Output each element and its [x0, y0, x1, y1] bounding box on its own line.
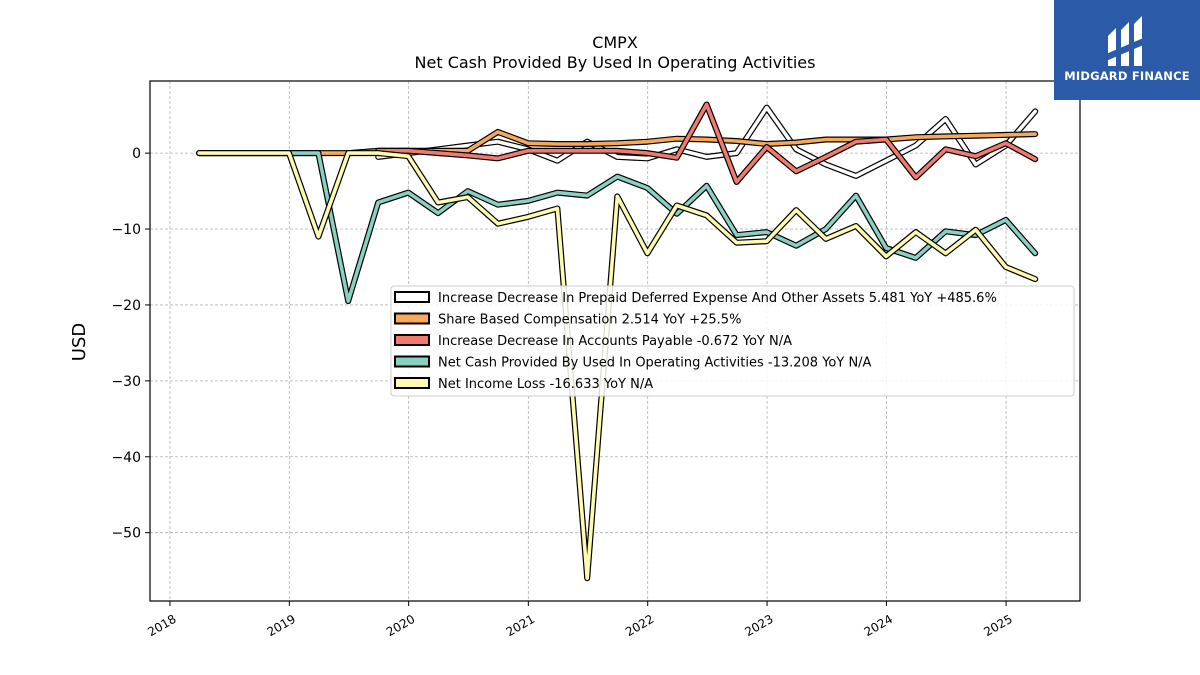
plot-frame [149, 80, 1081, 602]
y-tick-label: −10 [111, 222, 141, 238]
x-tick-label: 2019 [265, 612, 298, 639]
legend-swatch [394, 291, 430, 303]
legend-entry: Increase Decrease In Accounts Payable -0… [438, 334, 792, 349]
series-line [197, 151, 1037, 581]
series-line [376, 102, 1037, 184]
y-tick-label: −40 [111, 450, 141, 466]
midgard-logo-icon [1106, 16, 1148, 66]
x-tick-label: 2021 [504, 612, 537, 639]
legend: Increase Decrease In Prepaid Deferred Ex… [390, 285, 1075, 397]
chart-title: CMPX [592, 33, 638, 52]
x-tick-label: 2020 [384, 612, 417, 639]
y-tick-label: 0 [132, 146, 141, 162]
legend-swatch [394, 312, 430, 325]
y-tick-label: −30 [111, 374, 141, 390]
series-line [197, 130, 1037, 155]
series-1 [196, 128, 1039, 157]
legend-swatch [394, 355, 430, 368]
brand-name: MIDGARD FINANCE [1064, 69, 1190, 83]
legend-entry: Increase Decrease In Prepaid Deferred Ex… [438, 291, 997, 306]
x-tick-label: 2024 [862, 612, 895, 639]
series-2 [375, 101, 1039, 185]
x-tick-label: 2018 [145, 612, 178, 639]
legend-entry: Net Income Loss -16.633 YoY N/A [438, 377, 653, 392]
legend-swatch [394, 377, 430, 389]
legend-entry: Net Cash Provided By Used In Operating A… [438, 356, 872, 371]
chart-subtitle: Net Cash Provided By Used In Operating A… [415, 53, 816, 72]
series-layer [196, 101, 1039, 582]
x-tick-label: 2022 [623, 612, 656, 639]
x-tick-label: 2023 [742, 612, 775, 639]
legend-swatch [394, 334, 430, 346]
y-tick-label: −20 [111, 298, 141, 314]
y-axis-label: USD [69, 323, 90, 361]
legend-entry: Share Based Compensation 2.514 YoY +25.5… [438, 313, 741, 328]
x-tick-label: 2025 [981, 612, 1014, 639]
y-tick-label: −50 [111, 526, 141, 542]
legend-box [390, 285, 1075, 397]
series-4 [196, 150, 1039, 582]
brand-logo: MIDGARD FINANCE [1054, 0, 1200, 100]
